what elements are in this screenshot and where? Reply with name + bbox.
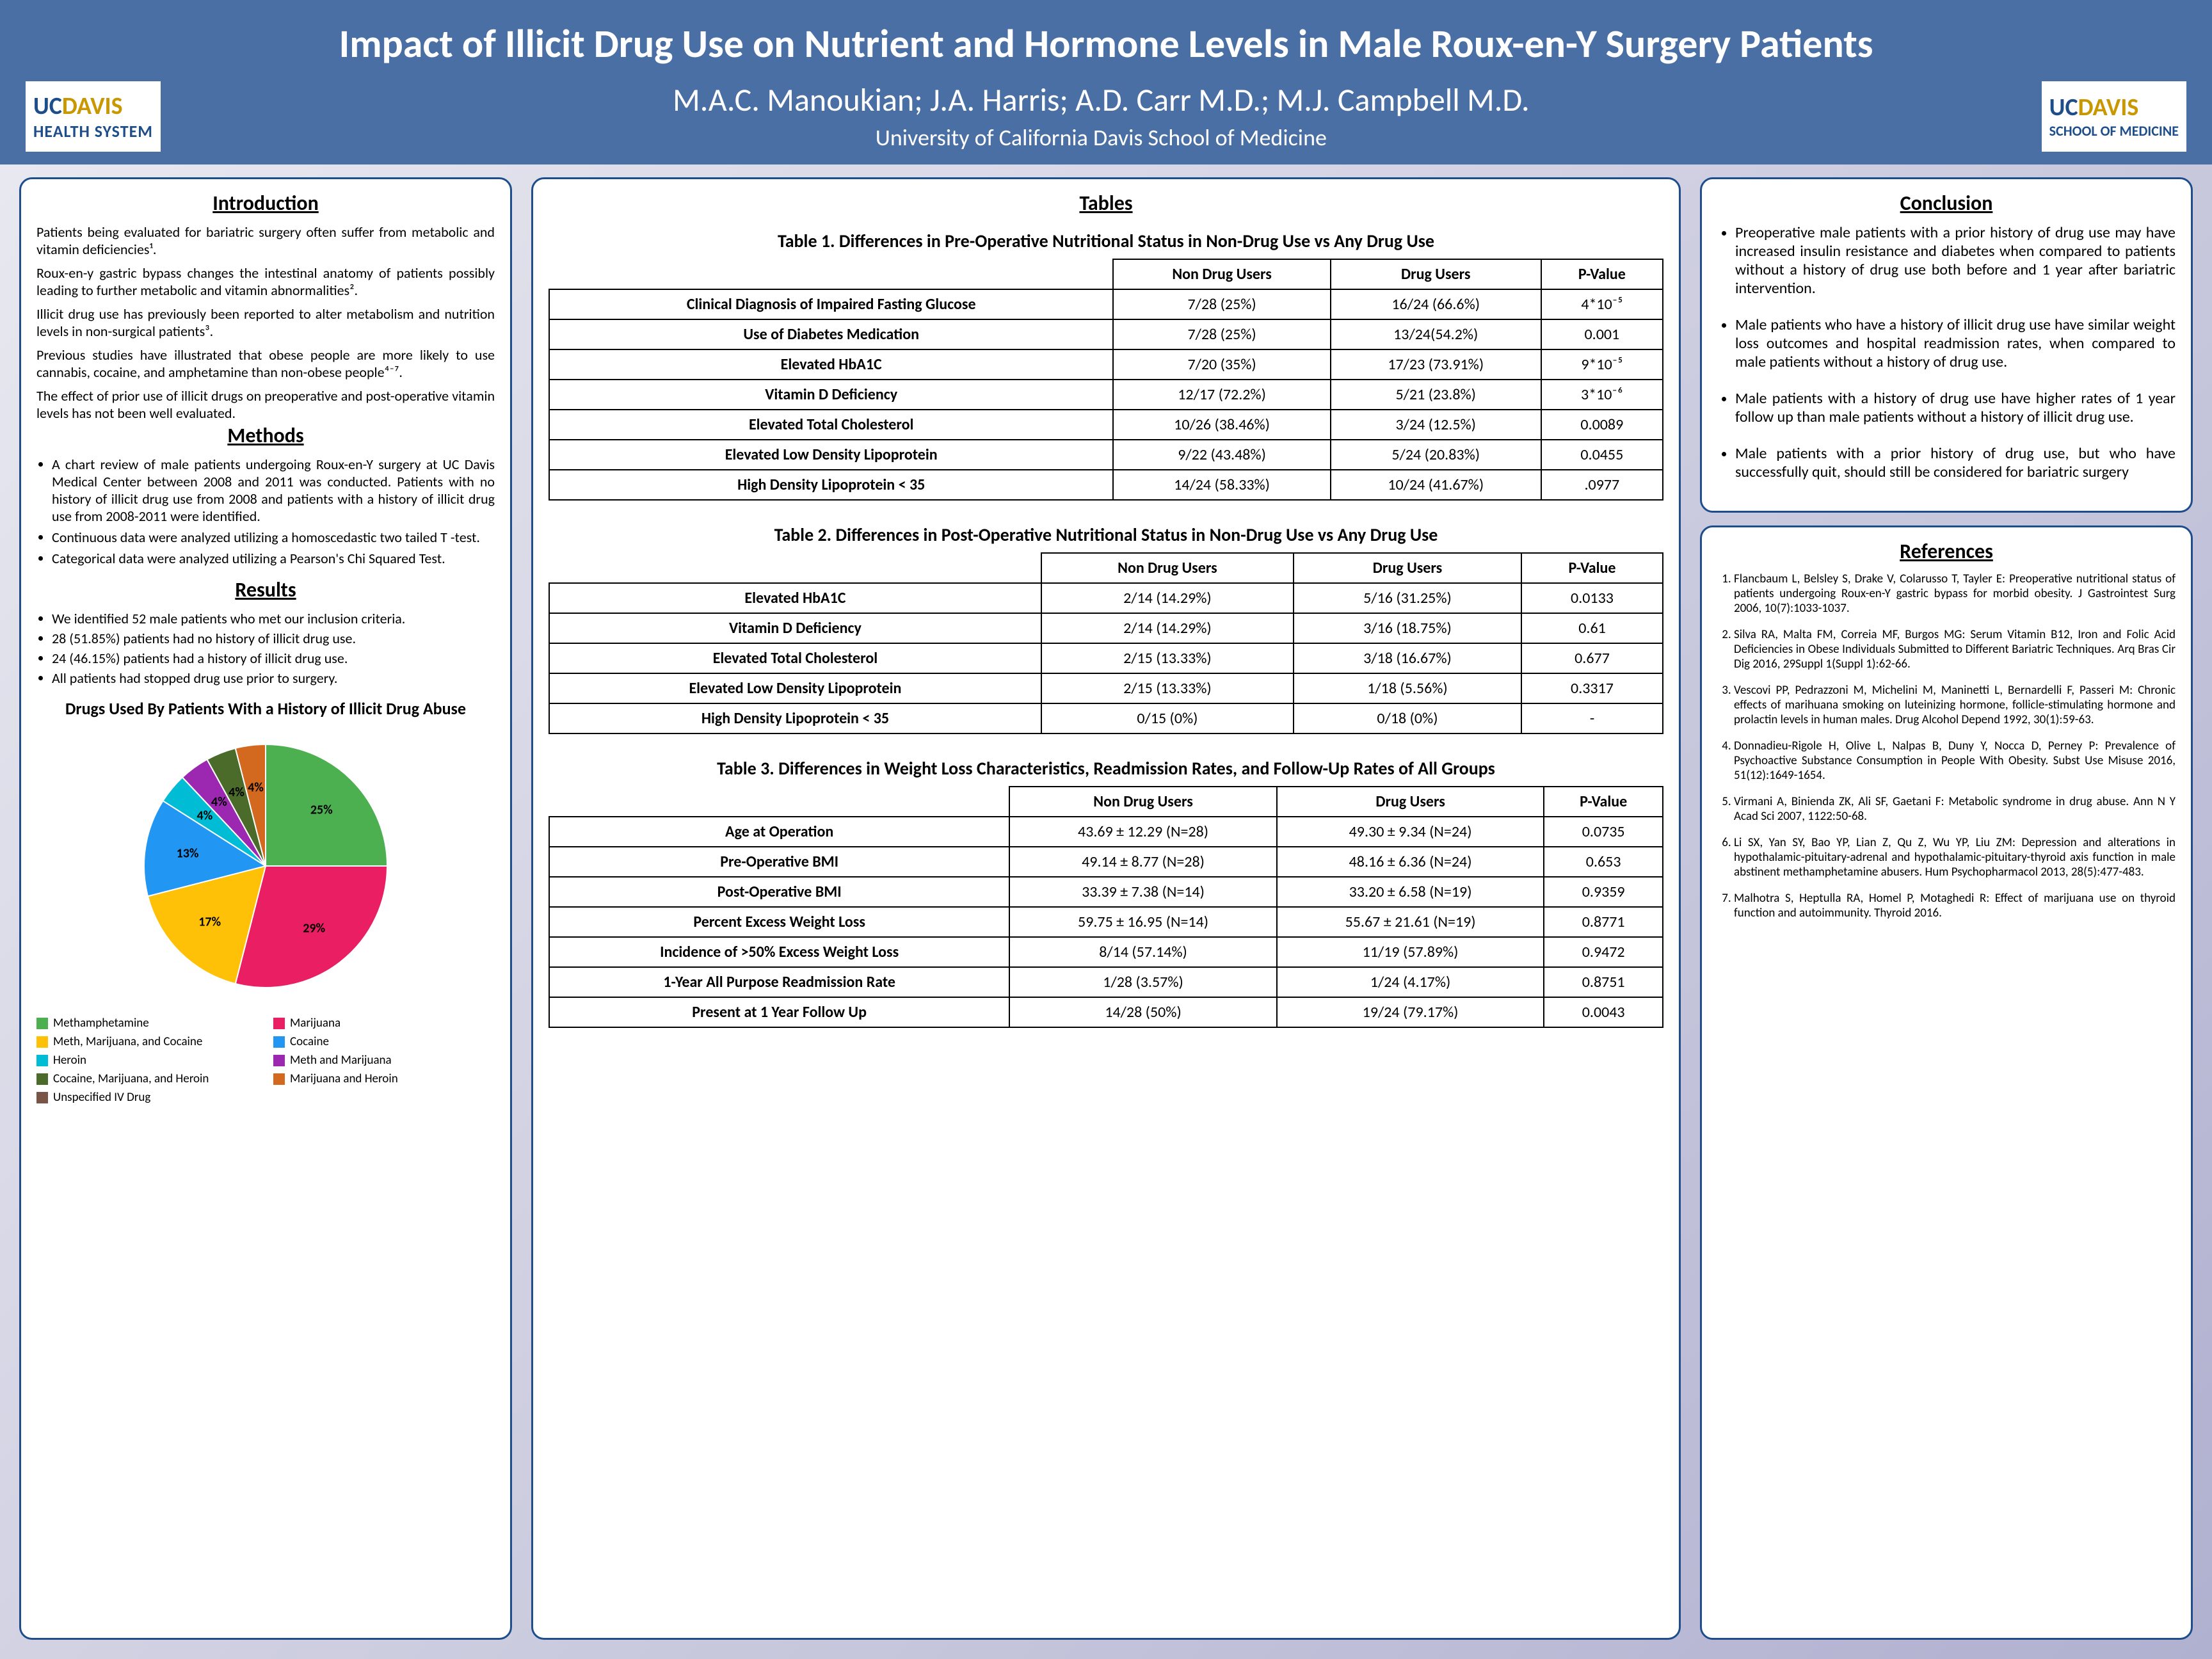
tables-panel: Tables Table 1. Differences in Pre-Opera… [531, 177, 1681, 1640]
svg-text:4%: 4% [211, 794, 227, 810]
pie-legend: MethamphetamineMarijuanaMeth, Marijuana,… [36, 1016, 495, 1105]
svg-text:17%: 17% [198, 914, 221, 929]
results-list: We identified 52 male patients who met o… [36, 610, 495, 689]
intro-heading: Introduction [36, 191, 495, 216]
references-panel: References Flancbaum L, Belsley S, Drake… [1700, 525, 2193, 1640]
svg-text:4%: 4% [196, 808, 212, 823]
references-heading: References [1717, 539, 2176, 564]
methods-heading: Methods [36, 423, 495, 448]
authors: M.A.C. Manoukian; J.A. Harris; A.D. Carr… [180, 81, 2023, 120]
references-list: Flancbaum L, Belsley S, Drake V, Colarus… [1717, 572, 2176, 920]
table-1: Table 1. Differences in Pre-Operative Nu… [549, 223, 1663, 501]
tables-heading: Tables [549, 191, 1663, 216]
logo-right: UCDAVIS SCHOOL OF MEDICINE [2042, 81, 2186, 152]
svg-text:13%: 13% [177, 846, 199, 862]
table-2: Table 2. Differences in Post-Operative N… [549, 517, 1663, 734]
svg-text:29%: 29% [303, 921, 325, 936]
conclusion-heading: Conclusion [1717, 191, 2176, 216]
logo-left: UCDAVIS HEALTH SYSTEM [26, 81, 161, 152]
results-heading: Results [36, 577, 495, 602]
table-3: Table 3. Differences in Weight Loss Char… [549, 751, 1663, 1028]
intro-text: Patients being evaluated for bariatric s… [36, 223, 495, 428]
pie-title: Drugs Used By Patients With a History of… [36, 698, 495, 719]
svg-text:25%: 25% [310, 803, 333, 818]
conclusion-panel: Conclusion Preoperative male patients wi… [1700, 177, 2193, 513]
poster-header: Impact of Illicit Drug Use on Nutrient a… [0, 0, 2212, 164]
pie-chart: 25%29%17%13%4%4%4%4% [125, 725, 406, 1007]
conclusion-list: Preoperative male patients with a prior … [1717, 223, 2176, 481]
methods-list: A chart review of male patients undergoi… [36, 456, 495, 571]
svg-text:4%: 4% [248, 780, 264, 795]
svg-text:4%: 4% [228, 785, 244, 800]
affiliation: University of California Davis School of… [180, 124, 2023, 152]
left-panel: Introduction Patients being evaluated fo… [19, 177, 512, 1640]
poster-title: Impact of Illicit Drug Use on Nutrient a… [26, 19, 2186, 68]
